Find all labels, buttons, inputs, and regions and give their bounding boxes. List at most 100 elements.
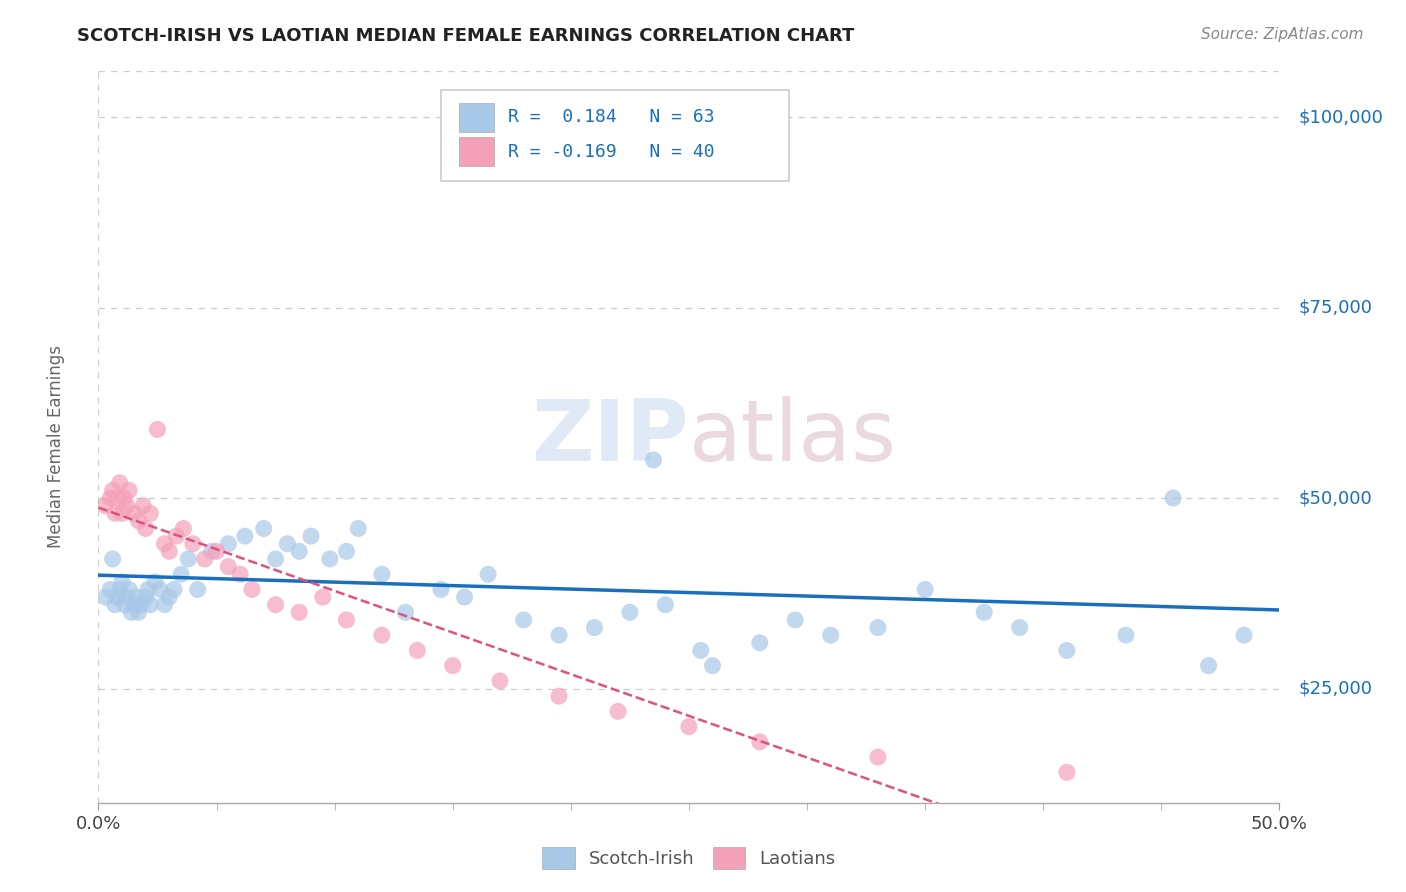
Point — [139, 598, 162, 612]
Point — [128, 605, 150, 619]
Point — [347, 521, 370, 535]
Point — [264, 598, 287, 612]
Point — [181, 537, 204, 551]
Point — [264, 552, 287, 566]
Text: $50,000: $50,000 — [1298, 489, 1372, 507]
Point — [973, 605, 995, 619]
Point — [98, 491, 121, 505]
Point — [194, 552, 217, 566]
Point — [866, 750, 889, 764]
Point — [105, 491, 128, 505]
Point — [205, 544, 228, 558]
Text: R =  0.184   N = 63: R = 0.184 N = 63 — [508, 109, 714, 127]
Point — [335, 544, 357, 558]
Point — [866, 621, 889, 635]
Point — [1008, 621, 1031, 635]
Point — [101, 552, 124, 566]
Point — [548, 628, 571, 642]
Point — [153, 598, 176, 612]
Point — [135, 521, 157, 535]
Point — [98, 582, 121, 597]
Point — [143, 574, 166, 589]
Point — [702, 658, 724, 673]
Point — [406, 643, 429, 657]
Point — [512, 613, 534, 627]
Point — [643, 453, 665, 467]
Point — [571, 163, 593, 178]
Text: $100,000: $100,000 — [1298, 108, 1384, 126]
Point — [157, 544, 180, 558]
Point — [201, 544, 224, 558]
Point — [820, 628, 842, 642]
Point — [111, 574, 134, 589]
Point — [583, 621, 606, 635]
Point — [288, 605, 311, 619]
Point — [217, 559, 239, 574]
FancyBboxPatch shape — [441, 90, 789, 181]
Point — [121, 605, 143, 619]
Text: atlas: atlas — [689, 395, 897, 479]
Point — [153, 537, 176, 551]
Point — [135, 590, 157, 604]
Text: R = -0.169   N = 40: R = -0.169 N = 40 — [508, 143, 714, 161]
Text: Median Female Earnings: Median Female Earnings — [48, 344, 65, 548]
Point — [229, 567, 252, 582]
Point — [163, 582, 186, 597]
Point — [477, 567, 499, 582]
Point — [101, 483, 124, 498]
Point — [122, 598, 145, 612]
Point — [748, 636, 770, 650]
Point — [122, 506, 145, 520]
Point — [678, 720, 700, 734]
Point — [217, 537, 239, 551]
Point — [112, 598, 135, 612]
Point — [253, 521, 276, 535]
Point — [125, 590, 148, 604]
Point — [654, 598, 676, 612]
Point — [104, 506, 127, 520]
Point — [108, 475, 131, 490]
Point — [1161, 491, 1184, 505]
Point — [233, 529, 256, 543]
Point — [441, 658, 464, 673]
Text: $75,000: $75,000 — [1298, 299, 1372, 317]
Text: $25,000: $25,000 — [1298, 680, 1372, 698]
Point — [115, 590, 138, 604]
Point — [319, 552, 342, 566]
Point — [139, 506, 162, 520]
Point — [548, 689, 571, 703]
Point — [489, 673, 512, 688]
Point — [276, 537, 298, 551]
Point — [165, 529, 187, 543]
Point — [118, 582, 141, 597]
Point — [607, 705, 630, 719]
Point — [299, 529, 322, 543]
Point — [394, 605, 416, 619]
Point — [104, 598, 127, 612]
Point — [105, 590, 128, 604]
Point — [689, 643, 711, 657]
Point — [748, 735, 770, 749]
Point — [1233, 628, 1256, 642]
Point — [914, 582, 936, 597]
Point — [170, 567, 193, 582]
Text: ZIP: ZIP — [531, 395, 689, 479]
Point — [1056, 765, 1078, 780]
Legend: Scotch-Irish, Laotians: Scotch-Irish, Laotians — [534, 839, 844, 876]
Text: SCOTCH-IRISH VS LAOTIAN MEDIAN FEMALE EARNINGS CORRELATION CHART: SCOTCH-IRISH VS LAOTIAN MEDIAN FEMALE EA… — [77, 27, 855, 45]
Point — [157, 590, 180, 604]
Point — [371, 567, 394, 582]
Point — [453, 590, 475, 604]
Point — [118, 483, 141, 498]
Point — [371, 628, 394, 642]
Point — [149, 582, 172, 597]
Point — [1056, 643, 1078, 657]
Point — [132, 499, 155, 513]
Point — [111, 506, 134, 520]
FancyBboxPatch shape — [458, 103, 494, 132]
Point — [785, 613, 807, 627]
Point — [1198, 658, 1220, 673]
Point — [288, 544, 311, 558]
Point — [108, 582, 131, 597]
Point — [94, 499, 117, 513]
